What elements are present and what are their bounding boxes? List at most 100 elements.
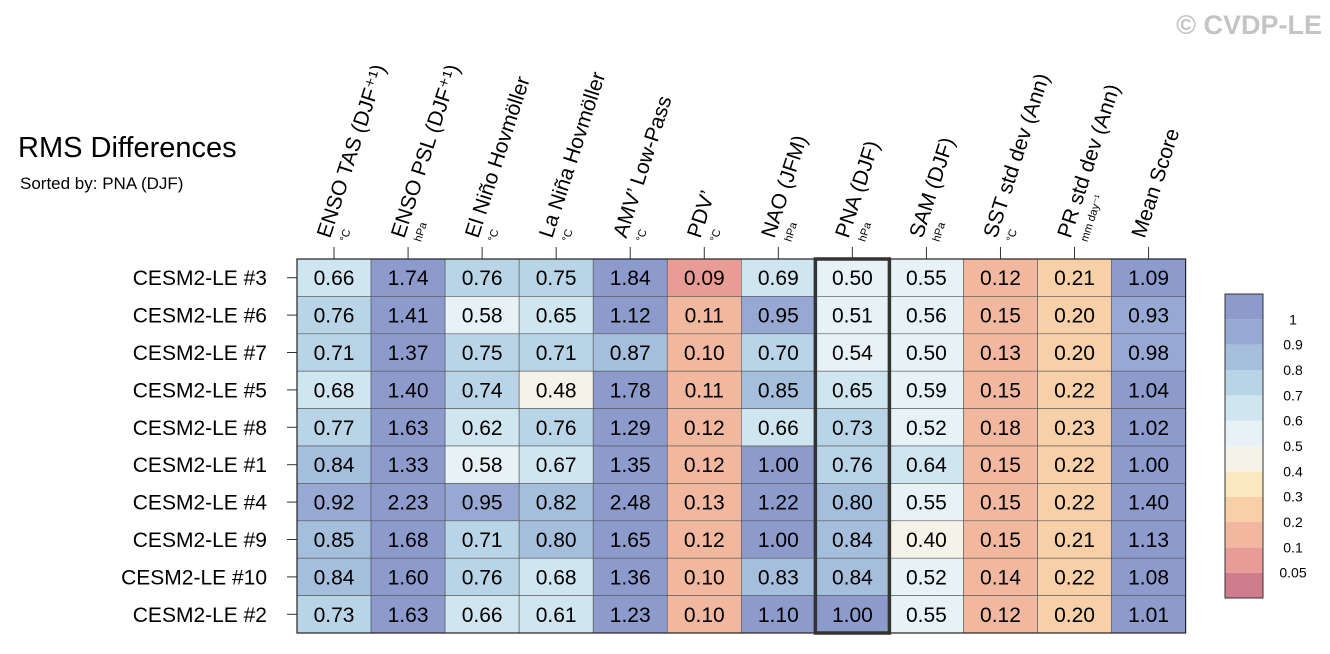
heatmap-cell (592, 483, 668, 522)
heatmap-cell (370, 595, 446, 634)
heatmap-cell (889, 483, 964, 522)
column-unit: °C (560, 228, 575, 244)
cell-value: 0.84 (832, 566, 873, 589)
cell-value: 0.95 (758, 305, 799, 328)
column-header-pna-djf: PNA (DJF)hPa (831, 138, 884, 243)
cell-value: 0.22 (1054, 492, 1095, 515)
colorbar-legend: 1 0.9 0.8 0.7 0.6 0.5 0.4 0.3 0.2 0.1 0.05 (1224, 293, 1307, 599)
cell-value: 1.36 (610, 566, 651, 589)
heatmap-cell (963, 483, 1038, 522)
cell-value: 0.56 (906, 305, 947, 328)
heatmap-cell (815, 370, 890, 409)
cell-value: 0.93 (1128, 305, 1169, 328)
cell-value: 1.09 (1128, 267, 1169, 290)
cell-value: 1.10 (758, 604, 799, 627)
cell-value: 0.54 (832, 342, 873, 365)
column-label: AMV’ Low-Pass (609, 93, 676, 240)
cell-value: 0.92 (314, 492, 355, 515)
cell-value: 0.85 (758, 379, 799, 402)
heatmap-cell (518, 408, 594, 447)
colorbar-tick-label: 0.2 (1283, 514, 1303, 530)
cell-value: 0.15 (980, 492, 1021, 515)
heatmap-cell (815, 408, 890, 447)
cell-value: 0.58 (462, 454, 503, 477)
heatmap-cell (518, 520, 594, 559)
cell-value: 0.66 (462, 604, 503, 627)
cell-value: 1.78 (610, 379, 651, 402)
cell-value: 0.75 (536, 267, 577, 290)
cell-value: 0.80 (536, 529, 577, 552)
cell-value: 0.22 (1054, 454, 1095, 477)
heatmap-cell (1111, 595, 1186, 634)
heatmap-cell (1037, 370, 1112, 409)
cell-value: 1.84 (610, 267, 651, 290)
cell-value: 0.55 (906, 492, 947, 515)
column-label: La Niña Hovmöller (535, 69, 610, 240)
cell-value: 0.15 (980, 305, 1021, 328)
heatmap-cell (444, 370, 520, 409)
cell-value: 0.50 (832, 267, 873, 290)
colorbar-tick-label: 0.5 (1283, 438, 1303, 454)
cell-value: 1.00 (758, 454, 799, 477)
cell-value: 0.58 (462, 305, 503, 328)
cell-value: 0.70 (758, 342, 799, 365)
colorbar-tick-label: 0.3 (1283, 489, 1303, 505)
cell-value: 0.55 (906, 267, 947, 290)
heatmap-cell (889, 258, 964, 297)
cell-value: 1.40 (388, 379, 429, 402)
cell-value: 1.41 (388, 305, 429, 328)
heatmap-cell (889, 408, 964, 447)
column-unit: °C (1005, 228, 1020, 244)
cell-value: 0.68 (314, 379, 355, 402)
column-unit: °C (634, 228, 649, 244)
cell-value: 0.12 (980, 604, 1021, 627)
cell-value: 0.68 (536, 566, 577, 589)
heatmap-cell (815, 296, 890, 335)
heatmap-cell (963, 520, 1038, 559)
column-label: SAM (DJF) (905, 135, 959, 241)
cell-value: 0.22 (1054, 379, 1095, 402)
heatmap-cell (1037, 557, 1112, 596)
colorbar-tick-label: 0.6 (1283, 413, 1303, 429)
cell-value: 0.14 (980, 566, 1021, 589)
cell-value: 1.40 (1128, 492, 1169, 515)
row-label-cesm2-le-8: CESM2-LE #8 (133, 417, 267, 440)
row-headers: CESM2-LE #3 CESM2-LE #6 CESM2-LE #7 CESM2-L… (121, 267, 297, 627)
colorbar-tick-label: 0.7 (1283, 387, 1303, 403)
heatmap-cell (889, 520, 964, 559)
heatmap-cell (444, 520, 520, 559)
cell-value: 0.15 (980, 529, 1021, 552)
colorbar-swatch (1225, 522, 1263, 548)
colorbar-tick-label: 0.8 (1283, 362, 1303, 378)
cell-value: 1.37 (388, 342, 429, 365)
cell-value: 0.52 (906, 566, 947, 589)
column-header-mean-score: Mean Score (1127, 126, 1184, 241)
heatmap-cell (592, 370, 668, 409)
cell-value: 1.04 (1128, 379, 1169, 402)
column-label: SST std dev (Ann) (979, 71, 1054, 241)
colorbar-tick-label: 0.1 (1283, 539, 1303, 555)
heatmap-cell (592, 595, 668, 634)
heatmap-cell (815, 557, 890, 596)
cell-value: 1.02 (1128, 417, 1169, 440)
colorbar-swatch (1225, 344, 1263, 370)
cell-value: 0.11 (685, 305, 724, 328)
cell-value: 0.15 (980, 379, 1021, 402)
cell-value: 0.76 (462, 267, 503, 290)
cell-value: 0.51 (832, 305, 873, 328)
row-label-cesm2-le-4: CESM2-LE #4 (133, 492, 268, 515)
heatmap-cell (666, 520, 742, 559)
heatmap-cells: 0.66 1.74 0.76 0.75 1.84 0.09 0.69 0.50 0.55 0.12… (296, 257, 1187, 635)
cell-value: 0.66 (758, 417, 799, 440)
cell-value: 0.11 (685, 379, 724, 402)
cell-value: 0.23 (1054, 417, 1095, 440)
cell-value: 0.21 (1054, 267, 1095, 290)
heatmap-cell (518, 557, 594, 596)
cell-value: 0.82 (536, 492, 577, 515)
heatmap-cell (963, 296, 1038, 335)
column-label: PNA (DJF) (831, 138, 884, 241)
heatmap-cell (296, 258, 372, 297)
colorbar-swatch (1225, 370, 1263, 396)
heatmap-cell (889, 296, 964, 335)
cell-value: 1.12 (610, 305, 651, 328)
